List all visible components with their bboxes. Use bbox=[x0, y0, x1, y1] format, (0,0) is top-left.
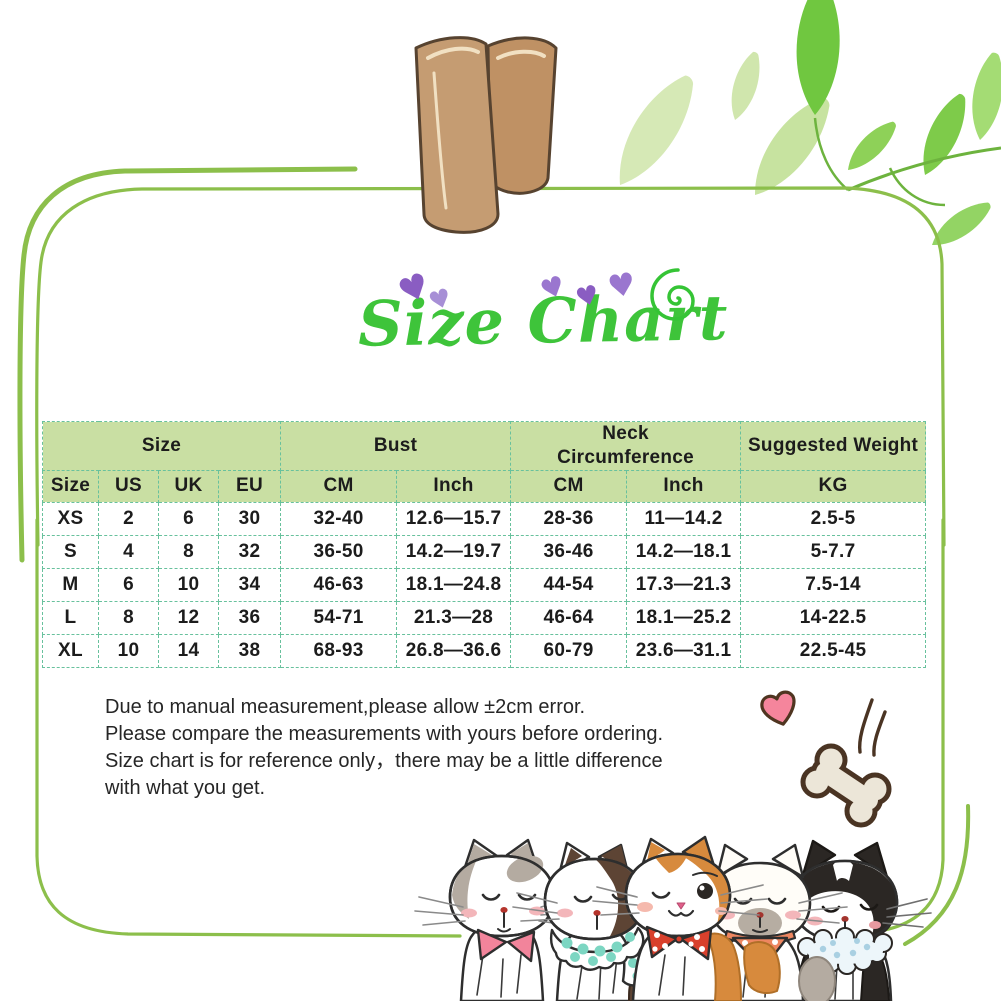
col-header: CM bbox=[280, 469, 398, 503]
group-header-size: Size bbox=[41, 421, 282, 471]
cell: 8 bbox=[98, 600, 159, 635]
cell: 2 bbox=[98, 501, 159, 536]
cell: 38 bbox=[217, 633, 282, 668]
cell: 36 bbox=[217, 600, 282, 635]
cat-gray-muzzle bbox=[674, 843, 848, 1001]
leaves-icon bbox=[619, 0, 1001, 246]
cell: 6 bbox=[98, 567, 159, 602]
note-line: Size chart is for reference only，there m… bbox=[105, 750, 663, 772]
col-header: KG bbox=[740, 469, 927, 503]
cell: 46-64 bbox=[510, 600, 628, 635]
col-header: EU bbox=[217, 469, 282, 503]
cell: 8 bbox=[158, 534, 219, 569]
cell: M bbox=[42, 567, 99, 602]
cell: 14 bbox=[158, 633, 219, 668]
cell: 23.6—31.1 bbox=[626, 633, 742, 668]
cell: 26.8—36.6 bbox=[396, 633, 512, 668]
group-header-weight: Suggested Weight bbox=[740, 421, 927, 471]
group-header-bust: Bust bbox=[280, 421, 512, 471]
cell: 10 bbox=[158, 567, 219, 602]
col-header: Inch bbox=[396, 469, 512, 503]
cell: 7.5-14 bbox=[740, 567, 927, 602]
cell: 22.5-45 bbox=[740, 633, 927, 668]
cell: 2.5-5 bbox=[740, 501, 927, 536]
size-chart-table: Size Bust Neck Circumference Suggested W… bbox=[41, 421, 927, 668]
measurement-notes: Due to manual measurement,please allow ±… bbox=[105, 694, 745, 802]
table-sub-header-row: Size US UK EU CM Inch CM Inch KG bbox=[42, 469, 927, 503]
cell: 68-93 bbox=[280, 633, 398, 668]
col-header: UK bbox=[158, 469, 219, 503]
heart-doodle-icon bbox=[760, 690, 796, 726]
col-header: Size bbox=[42, 469, 99, 503]
table-group-header-row: Size Bust Neck Circumference Suggested W… bbox=[41, 421, 927, 471]
cell: 5-7.7 bbox=[740, 534, 927, 569]
col-header: Inch bbox=[626, 469, 742, 503]
cell: 32-40 bbox=[280, 501, 398, 536]
cell: 44-54 bbox=[510, 567, 628, 602]
spiral-icon bbox=[650, 268, 695, 321]
table-row-xs: XS 2 6 30 32-40 12.6—15.7 28-36 11—14.2 2.5-5 bbox=[42, 501, 927, 536]
cell: 14-22.5 bbox=[740, 600, 927, 635]
table-row-xl: XL 10 14 38 68-93 26.8—36.6 60-79 23.6—31.1 22.5… bbox=[42, 633, 927, 668]
cell: 4 bbox=[98, 534, 159, 569]
cell: 6 bbox=[158, 501, 219, 536]
table-row-l: L 8 12 36 54-71 21.3—28 46-64 18.1—25.2 14-22.5 bbox=[42, 600, 927, 635]
table-row-m: M 6 10 34 46-63 18.1—24.8 44-54 17.3—21.3 7.5-14 bbox=[42, 567, 927, 602]
bone-icon bbox=[800, 698, 892, 828]
cell: 28-36 bbox=[510, 501, 628, 536]
cell: 11—14.2 bbox=[626, 501, 742, 536]
clothespin-icon bbox=[414, 36, 558, 234]
group-header-neck: Neck Circumference bbox=[510, 421, 742, 471]
cell: L bbox=[42, 600, 99, 635]
note-line: Please compare the measurements with you… bbox=[105, 723, 664, 745]
cell: 32 bbox=[217, 534, 282, 569]
table-row-s: S 4 8 32 36-50 14.2—19.7 36-46 14.2—18.1 5-7.7 bbox=[42, 534, 927, 569]
cell: XL bbox=[42, 633, 99, 668]
cell: 34 bbox=[217, 567, 282, 602]
cell: 46-63 bbox=[280, 567, 398, 602]
cats-illustration bbox=[414, 835, 932, 1001]
cell: 12 bbox=[158, 600, 219, 635]
cell: 14.2—19.7 bbox=[396, 534, 512, 569]
cell: 10 bbox=[98, 633, 159, 668]
cell: 17.3—21.3 bbox=[626, 567, 742, 602]
note-line: with what you get. bbox=[105, 777, 266, 799]
cell: 60-79 bbox=[510, 633, 628, 668]
cell: 21.3—28 bbox=[396, 600, 512, 635]
cell: 12.6—15.7 bbox=[396, 501, 512, 536]
cell: 30 bbox=[217, 501, 282, 536]
cat-orange-winking bbox=[592, 835, 781, 1001]
note-line: Due to manual measurement,please allow ±… bbox=[105, 696, 586, 718]
col-header: CM bbox=[510, 469, 628, 503]
